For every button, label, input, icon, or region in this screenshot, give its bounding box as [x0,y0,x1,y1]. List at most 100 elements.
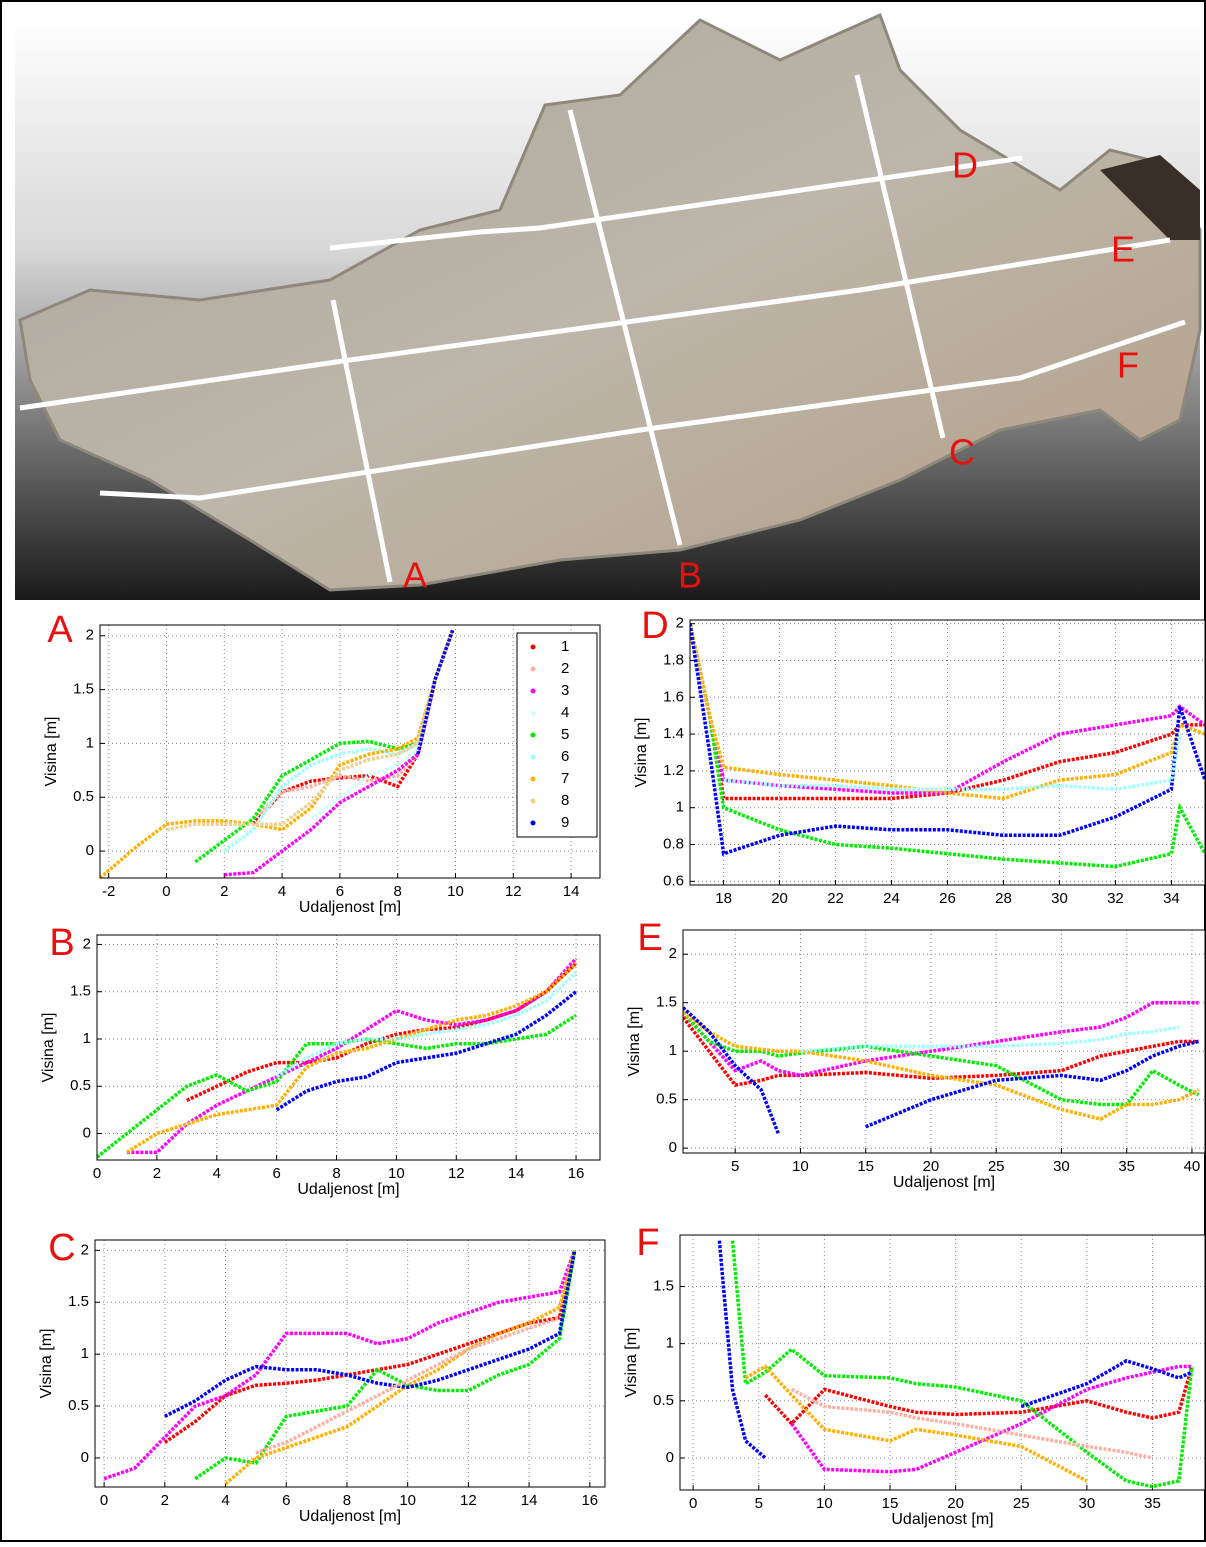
legend-label: 3 [561,682,569,699]
y-tick-label: 1 [83,1030,91,1047]
x-tick-label: 14 [521,1492,538,1509]
x-tick-label: 0 [689,1495,697,1512]
series-line [255,1316,561,1455]
series-line [683,1000,1199,1078]
x-tick-label: 14 [563,883,580,900]
axes-box [96,934,601,1161]
x-tick-label: 32 [1107,890,1124,907]
series-line [125,962,578,1154]
y-tick-label: 0 [83,1124,91,1141]
x-tick-label: 28 [995,890,1012,907]
x-tick-label: 16 [568,1165,585,1182]
x-axis-label: Udaljenost [m] [893,1174,995,1191]
legend-marker [530,644,536,650]
x-tick-label: 20 [771,890,788,907]
series-line [790,1364,1192,1474]
plot-area [680,1235,1205,1490]
y-tick-label: 1.5 [70,983,91,1000]
series-line [166,629,455,832]
plot-area [97,935,600,1160]
x-tick-label: 4 [213,1165,221,1182]
chart: 18 20 22 24 26 28 30 32 34 0.6 0.8 1 1.2 1.4 1.6 1.8 2D V… [633,605,1206,907]
y-tick-label: 1.4 [663,725,684,742]
y-tick-label: 2 [83,935,91,952]
y-tick-label: 2 [676,615,684,632]
series-line [723,733,1182,792]
y-tick-label: 0.5 [73,788,94,805]
x-tick-label: 35 [1144,1495,1161,1512]
y-axis-label: Visina [m] [633,718,650,788]
y-tick-label: 1.6 [663,688,684,705]
x-tick-label: 30 [1053,1158,1070,1175]
legend-label: 4 [561,704,569,721]
x-tick-label: 8 [394,883,402,900]
y-tick-label: 0.5 [70,1077,91,1094]
y-tick-label: 0 [86,842,94,859]
photo-label: F [1117,345,1139,386]
legend-marker [530,754,536,760]
x-tick-label: 6 [272,1165,280,1182]
legend-label: 6 [561,748,569,765]
chart: 5 10 15 20 25 30 35 40 0 0.5 1 1.5 2E Udaljenost [m] V… [626,917,1206,1191]
x-tick-label: 24 [883,890,900,907]
x-axis-label: Udaljenost [m] [299,899,401,916]
x-tick-label: 10 [447,883,464,900]
photo [15,12,1202,600]
series-line [683,1006,1199,1135]
series-line [690,623,1205,801]
legend-box [516,632,598,838]
x-axis-label: Udaljenost [m] [297,1181,399,1198]
x-axis-label: Udaljenost [m] [891,1511,993,1528]
y-tick-label: 1.5 [73,681,94,698]
y-tick-label: 0.5 [656,1091,677,1108]
legend-label: 7 [561,770,569,787]
series-line [194,629,455,864]
x-tick-label: 10 [399,1492,416,1509]
panel-label: A [47,609,73,651]
x-tick-label: 10 [388,1165,405,1182]
x-tick-label: 8 [343,1492,351,1509]
axes-box [689,619,1206,886]
series-line [223,629,455,853]
series-line [790,1387,1153,1460]
x-tick-label: 14 [508,1165,525,1182]
y-tick-label: 2 [669,945,677,962]
series-line [416,629,455,755]
x-tick-label: 34 [1163,890,1180,907]
y-tick-label: 1.8 [663,651,684,668]
plot-area [683,930,1205,1153]
legend-marker [530,710,536,716]
panel-label: C [48,1227,75,1269]
x-tick-label: 20 [923,1158,940,1175]
axes-box [99,624,601,879]
series-line [764,1366,1194,1427]
series-line [100,629,455,878]
legend-label: 5 [561,726,569,743]
photo-label: B [678,555,702,596]
axes-box [94,1239,606,1488]
x-axis-label: Udaljenost [m] [299,1508,401,1525]
x-tick-label: 26 [939,890,956,907]
x-tick-label: 5 [755,1495,763,1512]
x-tick-label: 2 [153,1165,161,1182]
y-axis-label: Visina [m] [623,1328,640,1398]
x-tick-label: 30 [1051,890,1068,907]
panel-label: F [636,1222,659,1264]
plot-area [95,1240,605,1487]
x-tick-label: 15 [882,1495,899,1512]
series-line [275,990,578,1112]
y-tick-label: 1 [669,1042,677,1059]
series-line [690,623,1205,857]
series-line [690,623,1205,869]
x-tick-label: 30 [1079,1495,1096,1512]
x-tick-label: 40 [1184,1158,1201,1175]
x-tick-label: 2 [161,1492,169,1509]
x-tick-label: 2 [220,883,228,900]
x-tick-label: 12 [460,1492,477,1509]
x-tick-label: 16 [581,1492,598,1509]
x-tick-label: 4 [278,883,286,900]
x-tick-label: 10 [792,1158,809,1175]
legend-marker [530,688,536,694]
